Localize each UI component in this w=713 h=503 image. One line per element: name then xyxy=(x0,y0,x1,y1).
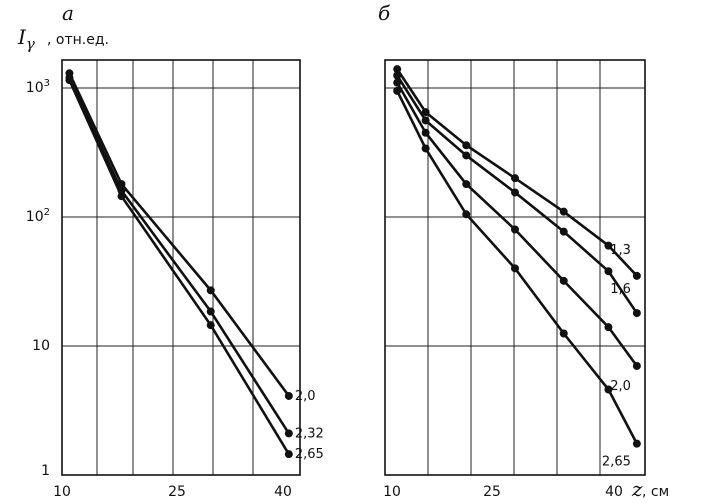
data-point xyxy=(462,210,471,219)
plot-frame xyxy=(384,59,646,476)
x-tick-label: 25 xyxy=(483,484,501,500)
data-point xyxy=(604,385,613,394)
x-tick-label: 10 xyxy=(53,484,71,500)
series-label: 1,6 xyxy=(610,282,631,297)
data-point xyxy=(117,192,126,201)
series-label: 2,32 xyxy=(295,426,324,441)
data-point xyxy=(421,116,430,125)
data-point xyxy=(393,71,402,80)
data-point xyxy=(511,174,519,183)
series-line xyxy=(68,76,291,435)
y-axis-unit: , отн.ед. xyxy=(47,32,109,48)
data-point xyxy=(511,264,519,273)
x-tick-label: 25 xyxy=(168,484,186,500)
x-tick-label: 40 xyxy=(605,484,623,500)
plot-frame xyxy=(61,59,301,476)
data-point xyxy=(462,151,471,160)
series-label: 2,0 xyxy=(610,379,631,394)
series-line xyxy=(395,67,639,278)
data-point xyxy=(206,286,215,295)
series-label: 2,0 xyxy=(295,389,316,404)
y-tick-label: 10 xyxy=(32,338,50,354)
y-tick-label: 103 xyxy=(26,78,50,96)
x-tick-label: 40 xyxy=(274,484,292,500)
data-point xyxy=(632,309,641,318)
data-point xyxy=(284,450,293,459)
y-tick-label: 102 xyxy=(26,207,50,225)
data-point xyxy=(559,207,568,216)
data-point xyxy=(559,329,568,338)
panel-label: б xyxy=(378,1,391,25)
data-point xyxy=(421,128,430,137)
data-point xyxy=(604,241,613,250)
x-tick-label: 10 xyxy=(383,484,401,500)
data-point xyxy=(393,86,402,95)
y-tick-label: 1 xyxy=(41,463,50,479)
data-point xyxy=(604,267,613,276)
data-point xyxy=(65,76,74,85)
data-point xyxy=(284,429,293,438)
data-point xyxy=(511,188,519,197)
series-label: 1,3 xyxy=(610,243,631,258)
data-point xyxy=(421,144,430,153)
data-point xyxy=(632,271,641,280)
data-point xyxy=(284,391,293,400)
series-line xyxy=(395,81,639,368)
series-label: 2,65 xyxy=(295,447,324,462)
data-point xyxy=(462,141,471,150)
x-axis-title: z xyxy=(631,477,643,501)
data-point xyxy=(462,180,471,189)
data-point xyxy=(559,227,568,236)
panel-label: a xyxy=(62,1,74,25)
data-point xyxy=(559,276,568,285)
data-point xyxy=(604,323,613,332)
data-point xyxy=(393,78,402,87)
data-point xyxy=(206,321,215,330)
series-label: 2,65 xyxy=(602,455,631,470)
data-point xyxy=(206,307,215,316)
data-point xyxy=(421,108,430,117)
series-line xyxy=(68,72,291,398)
y-axis-title: Iγ xyxy=(17,25,35,53)
data-point xyxy=(632,361,641,370)
x-axis-unit: , см xyxy=(642,484,669,500)
series-line xyxy=(68,78,291,456)
data-point xyxy=(511,225,519,234)
panel-b: б 10 25 40 z, см 1,3 1,6 2,0 2,65 xyxy=(378,1,669,501)
data-point xyxy=(632,439,641,448)
data-point xyxy=(393,65,402,74)
